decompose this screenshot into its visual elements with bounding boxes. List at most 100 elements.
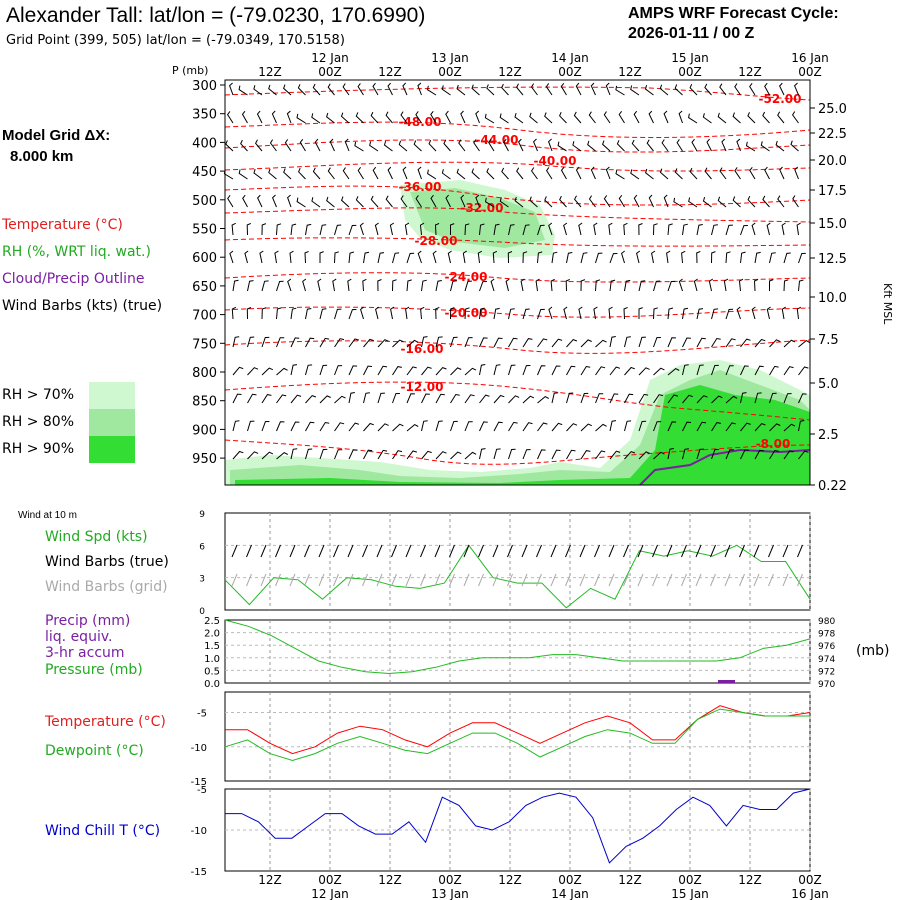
- day-label-bottom: 14 Jan: [551, 887, 589, 900]
- wind-barb: [566, 252, 573, 264]
- wind-barb: [678, 278, 683, 292]
- wind-barb: [406, 393, 415, 404]
- wind-barb: [372, 166, 379, 180]
- surface-wind-barb: [623, 544, 629, 558]
- wind-barb: [609, 336, 616, 348]
- wind-barb: [484, 113, 495, 124]
- surface-wind-barb: [782, 544, 789, 558]
- wind-barb: [232, 450, 244, 460]
- wind-barb: [276, 223, 282, 236]
- wind-barb: [253, 168, 263, 180]
- wind-barb: [363, 449, 373, 460]
- wind-barb: [673, 197, 683, 208]
- wind-barb: [522, 365, 531, 376]
- pressure-right-tick: 970: [818, 680, 835, 690]
- wind-barb: [696, 364, 704, 376]
- dewpoint-line: [224, 708, 810, 762]
- wind-barb: [269, 139, 277, 152]
- wind-barb: [696, 250, 701, 264]
- wind-barb: [575, 82, 582, 96]
- wind-barb: [311, 113, 321, 124]
- windchill-tick: -10: [191, 826, 207, 837]
- wind-barb: [400, 195, 408, 208]
- wind-barb: [421, 279, 427, 292]
- wind-barb: [623, 306, 628, 320]
- wind-barb: [290, 394, 302, 404]
- surface-wind-barb: [724, 544, 731, 558]
- wind-barb: [605, 166, 611, 180]
- wind-barb: [609, 253, 618, 264]
- surface-wind-barb-grid: [797, 573, 803, 587]
- wind-barb: [479, 364, 486, 376]
- wind-barb: [711, 449, 719, 460]
- time-tick-top: 00Z: [438, 65, 462, 79]
- time-tick-top: 12Z: [738, 65, 762, 79]
- wind-barb: [312, 167, 321, 180]
- wind-barb: [312, 83, 321, 96]
- wind-barb: [441, 169, 451, 180]
- wind-barb: [344, 138, 350, 152]
- pressure-tick: 300: [192, 79, 217, 94]
- wind-barb: [704, 83, 712, 96]
- wind-barb: [488, 139, 495, 152]
- wind-barb: [616, 140, 625, 152]
- wind-barb: [421, 450, 432, 460]
- wind-barb: [387, 166, 393, 180]
- wind-barb: [796, 222, 801, 236]
- wind-barb: [595, 393, 604, 404]
- wind-barb: [503, 138, 509, 152]
- surface-wind-barb: [550, 544, 557, 558]
- dewpoint-label: Dewpoint (°C): [45, 743, 144, 759]
- wind-barb: [580, 339, 592, 348]
- wind-barb: [334, 449, 343, 460]
- wind-barb: [560, 82, 567, 96]
- surface-wind-barb-grid: [782, 573, 789, 587]
- wind-barb: [334, 422, 345, 432]
- legend-rh80: RH > 80%: [2, 414, 75, 430]
- wind-barb: [493, 364, 501, 376]
- wind-barb: [766, 306, 771, 320]
- surface-wind-barb-grid: [478, 573, 484, 587]
- wind-barb: [501, 83, 509, 96]
- wind-barb: [505, 278, 510, 292]
- temperature-contour-label: -36.00: [399, 180, 442, 194]
- wind-barb: [666, 250, 671, 264]
- wind-barb: [777, 195, 785, 208]
- wind-barb: [778, 82, 785, 96]
- wind-barb: [392, 393, 400, 404]
- surface-wind-barb: [579, 544, 586, 558]
- height-tick: 7.5: [818, 333, 839, 348]
- wind-barb: [427, 169, 437, 180]
- windchill-tick: -15: [191, 867, 207, 878]
- wind-barb: [615, 169, 625, 180]
- rh80-swatch: [89, 409, 135, 436]
- wind-barb: [305, 364, 313, 376]
- wind-barb: [769, 279, 774, 291]
- wind-barb: [319, 421, 330, 432]
- wind-barb: [537, 308, 545, 320]
- wind-barb: [326, 112, 335, 124]
- surface-wind-barb: [333, 544, 339, 558]
- wind-barb: [406, 366, 417, 376]
- wind-barb: [354, 141, 364, 152]
- wind-barb: [754, 449, 764, 460]
- wind-barb: [545, 167, 553, 180]
- wind-barb: [415, 195, 422, 208]
- wind-barb: [725, 365, 734, 376]
- surface-wind-barb-grid: [405, 573, 412, 587]
- wind-barb: [794, 166, 799, 180]
- wind-tick: 0: [199, 607, 205, 617]
- temp-tick: -10: [191, 743, 207, 754]
- surface-wind-barb: [246, 544, 252, 558]
- wind-barb: [231, 222, 236, 236]
- cycle-label: AMPS WRF Forecast Cycle:: [628, 5, 839, 22]
- wind-barb: [486, 168, 495, 180]
- wind-barb: [638, 223, 643, 236]
- wind-barb: [689, 167, 698, 180]
- wind-barb: [375, 306, 380, 320]
- wind-barb: [334, 224, 342, 236]
- surface-wind-barb: [753, 544, 760, 558]
- wind-barb: [514, 196, 524, 208]
- wind-barb: [296, 113, 306, 124]
- wind-barb: [563, 306, 568, 320]
